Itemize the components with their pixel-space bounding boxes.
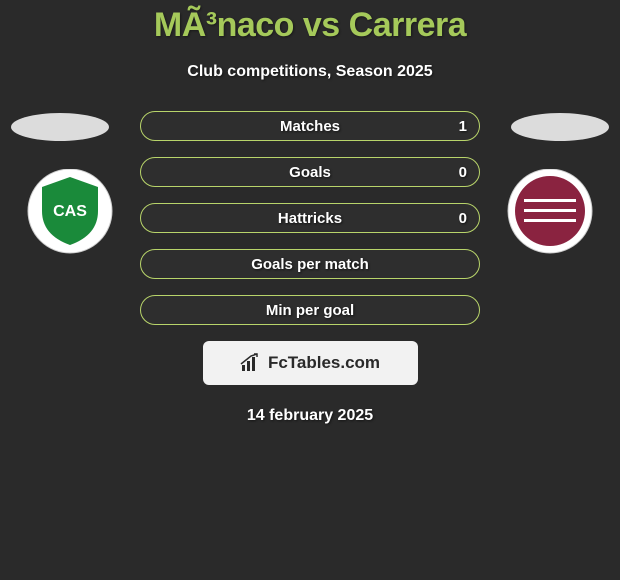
stat-row-matches: Matches 1	[140, 111, 480, 141]
brand-text: FcTables.com	[268, 353, 380, 373]
shield-icon	[500, 169, 600, 254]
stat-label: Min per goal	[141, 302, 479, 319]
infographic-container: MÃ³naco vs Carrera Club competitions, Se…	[0, 0, 620, 580]
stat-label: Matches	[141, 118, 479, 135]
team-right-badge	[500, 169, 600, 254]
stat-label: Goals per match	[141, 256, 479, 273]
date-text: 14 february 2025	[0, 407, 620, 425]
subtitle: Club competitions, Season 2025	[0, 63, 620, 81]
stat-label: Hattricks	[141, 210, 479, 227]
stat-right-value: 1	[459, 118, 467, 135]
stat-label: Goals	[141, 164, 479, 181]
stat-row-hattricks: Hattricks 0	[140, 203, 480, 233]
stat-rows: Matches 1 Goals 0 Hattricks 0 Goals per …	[140, 111, 480, 325]
brand-logo[interactable]: FcTables.com	[203, 341, 418, 385]
stats-area: CAS Matches 1 Goals 0	[0, 111, 620, 425]
badge-left-text: CAS	[53, 203, 87, 220]
stat-row-goals-per-match: Goals per match	[140, 249, 480, 279]
team-left-badge: CAS	[20, 169, 120, 254]
stat-right-value: 0	[459, 210, 467, 227]
shield-icon: CAS	[20, 169, 120, 254]
stat-row-goals: Goals 0	[140, 157, 480, 187]
team-right-ellipse	[511, 113, 609, 141]
chart-icon	[240, 353, 262, 373]
stat-right-value: 0	[459, 164, 467, 181]
team-left-ellipse	[11, 113, 109, 141]
page-title: MÃ³naco vs Carrera	[0, 0, 620, 45]
stat-row-min-per-goal: Min per goal	[140, 295, 480, 325]
